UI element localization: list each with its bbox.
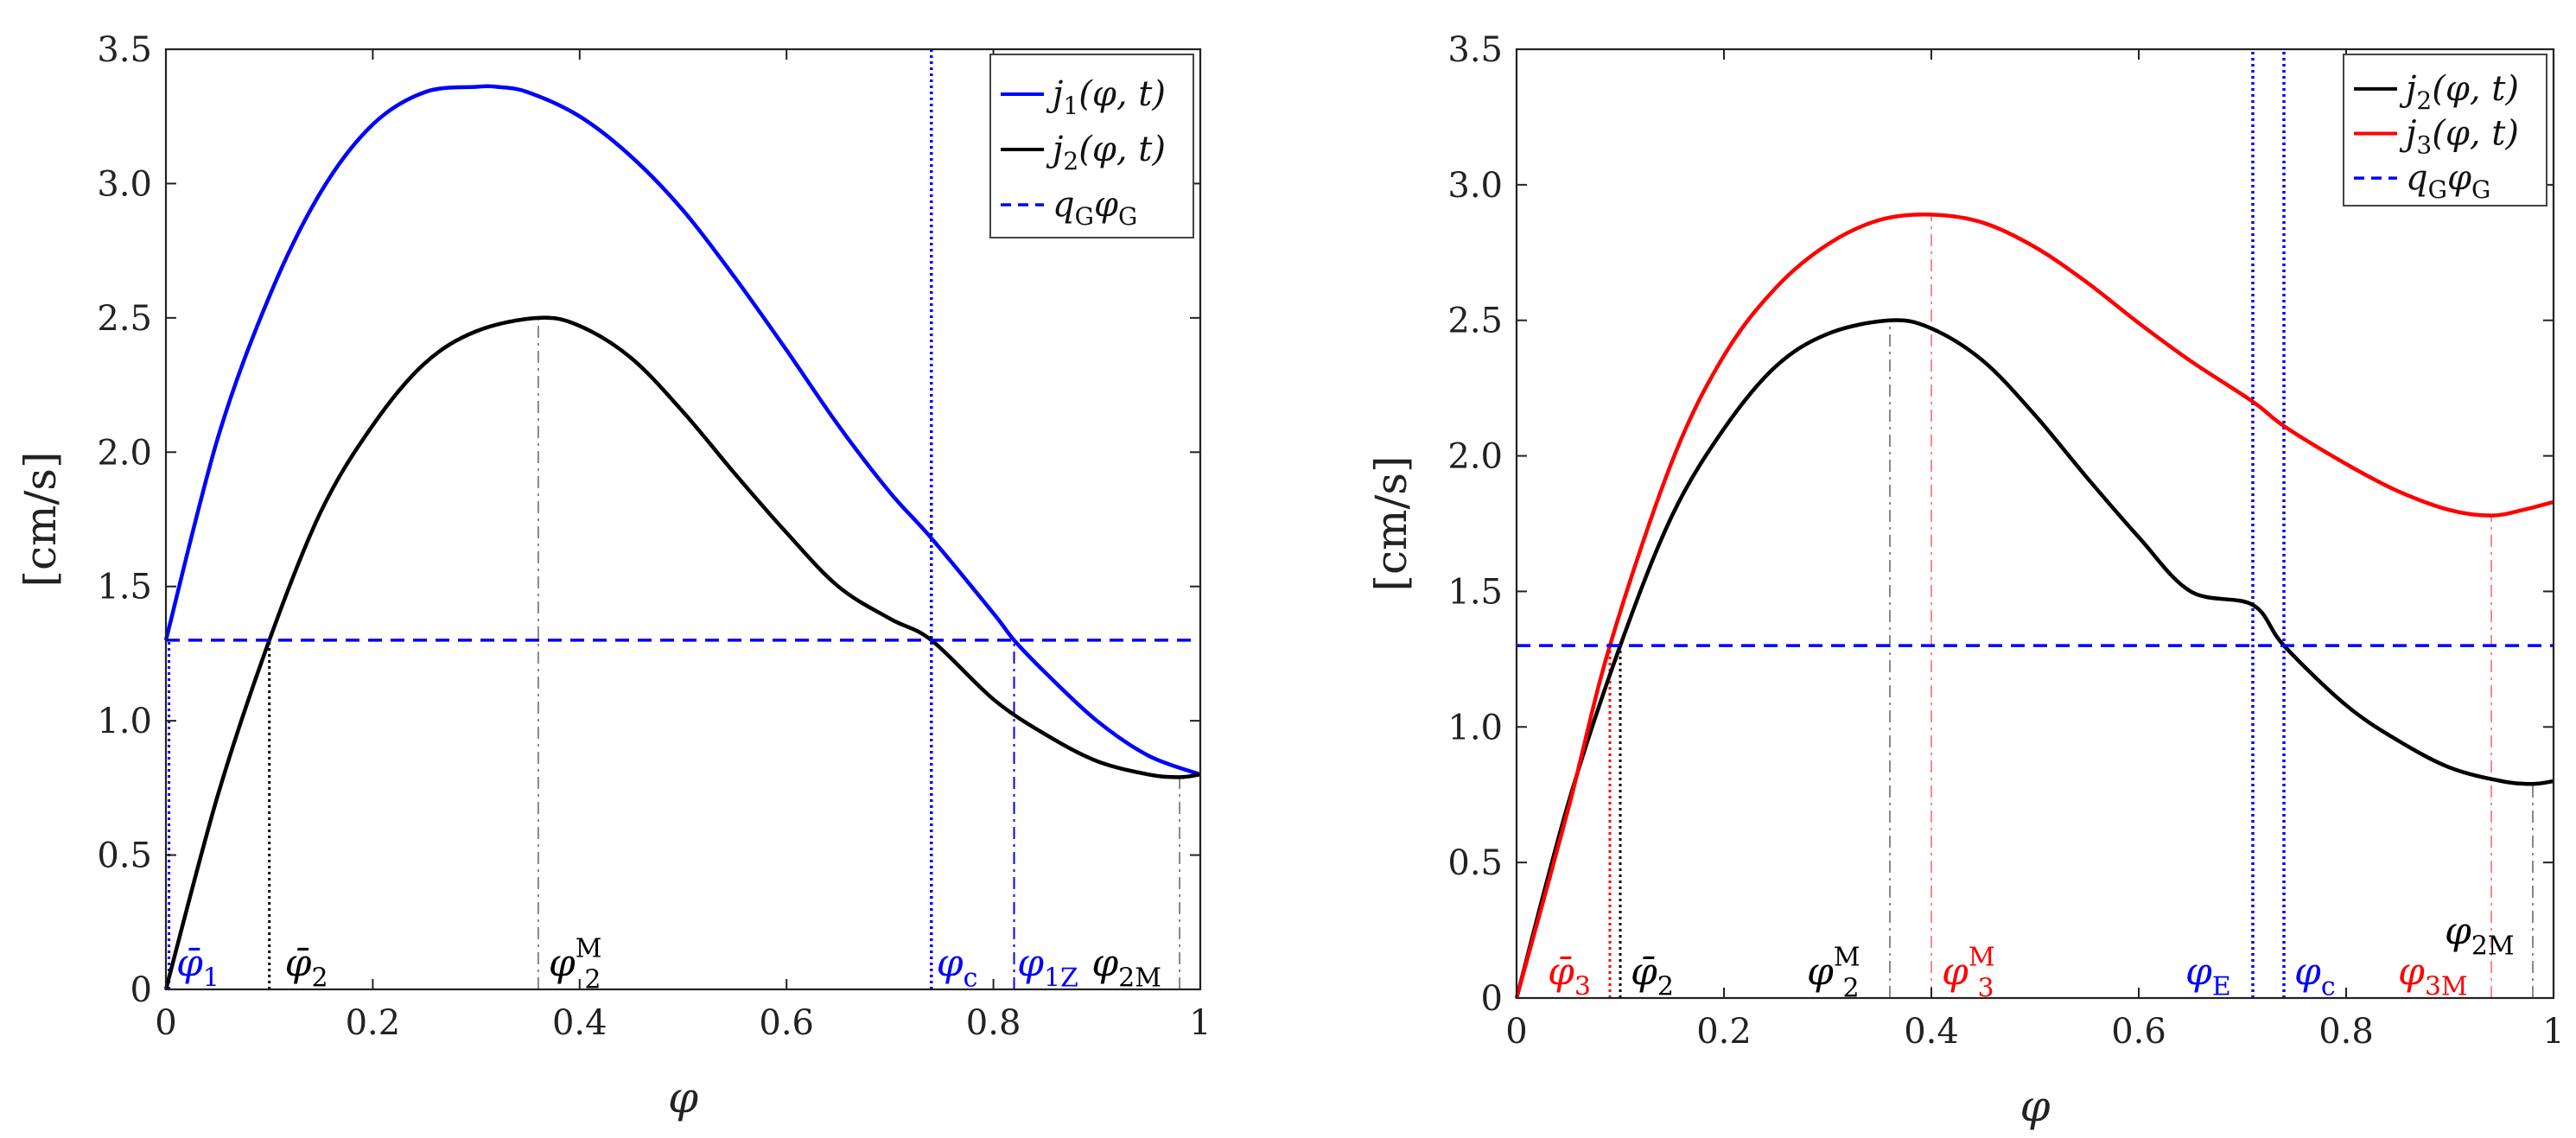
x-tick-label: 0.8 [2318, 1012, 2374, 1052]
series-line-j2 [1514, 318, 2554, 999]
phi-annotation: φ̄2 [285, 941, 328, 993]
series-line-j1 [163, 84, 1201, 777]
y-axis-label: [cm/s] [16, 452, 66, 588]
y-tick-label: 0 [1481, 979, 1503, 1019]
y-tick-label: 0.5 [97, 836, 152, 876]
phi-annotation: φM 3 [1942, 942, 1995, 1003]
legend: j1(φ, t) j2(φ, t) qGφG [989, 54, 1194, 238]
left-chart-panel: 0 0.2 0.4 0.6 0.8 1 0 0.5 1.0 1.5 2.0 2.5 3.0 3.5 φ [cm… [16, 30, 1212, 1122]
x-tick-label: 0 [155, 1003, 176, 1043]
y-tick-label: 2.0 [1447, 437, 1503, 477]
legend-entry-label: j2(φ, t) [1046, 130, 1166, 175]
y-tick-label: 0 [130, 970, 152, 1010]
legend-box [2343, 54, 2547, 207]
phi-annotation: φ̄3 [1548, 950, 1591, 1001]
x-tick-label: 0.4 [552, 1003, 607, 1043]
y-tick-label: 3.0 [1447, 166, 1503, 206]
y-tick-label: 2.5 [1447, 302, 1503, 341]
y-tick-label: 1.5 [97, 568, 152, 607]
phi-annotation: φc [937, 941, 978, 993]
x-tick-label: 0.2 [346, 1003, 401, 1043]
phi-annotation: φc [2294, 950, 2336, 1001]
x-tick-label: 0.6 [2111, 1012, 2166, 1052]
x-tick-label: 0.8 [966, 1003, 1021, 1043]
x-tick-label: 0 [1505, 1012, 1527, 1052]
phi-annotation: φ2M [2445, 909, 2515, 961]
x-tick-label: 0.2 [1696, 1012, 1752, 1052]
phi-annotation: φ̄1 [176, 941, 219, 993]
series-line-j3 [1514, 213, 2554, 999]
legend-entry-label: qGφG [1053, 185, 1137, 231]
x-tick-label: 1 [2542, 1012, 2564, 1052]
x-tick-label: 0.6 [759, 1003, 814, 1043]
phi-annotation: φM 2 [1807, 942, 1860, 1003]
series-line-j2 [163, 315, 1201, 990]
legend-entry-label: j1(φ, t) [1046, 74, 1166, 120]
x-tick-label: 0.4 [1904, 1012, 1959, 1052]
phi-annotation: φM 2 [549, 933, 602, 995]
y-tick-label: 2.0 [97, 433, 152, 473]
legend-entry-label: qGφG [2406, 158, 2490, 204]
phi-annotation: φ3M [2398, 950, 2468, 1001]
phi-annotation: φ1Z [1017, 941, 1078, 993]
legend: j2(φ, t)j3(φ, t)qGφG [2343, 54, 2547, 207]
y-tick-label: 3.5 [1447, 30, 1503, 70]
x-axis-label: φ [668, 1072, 698, 1122]
legend-box [989, 54, 1194, 238]
y-tick-label: 1.0 [97, 702, 152, 741]
y-tick-label: 0.5 [1447, 843, 1503, 883]
axes-frame [164, 48, 1202, 991]
right-chart-panel: 0 0.2 0.4 0.6 0.8 1 0 0.5 1.0 1.5 2.0 2.5 3.0 3.5 φ [cm… [1366, 30, 2565, 1131]
phi-annotation: φ̄2 [1631, 950, 1674, 1001]
x-tick-label: 1 [1189, 1003, 1211, 1043]
y-axis-label: [cm/s] [1366, 456, 1416, 592]
y-tick-label: 3.5 [97, 30, 152, 70]
y-tick-label: 1.5 [1447, 572, 1503, 612]
phi-annotation: φE [2185, 950, 2231, 1001]
phi-annotation: φ2M [1091, 941, 1161, 993]
x-axis-label: φ [2019, 1081, 2050, 1131]
y-tick-label: 2.5 [97, 299, 152, 339]
y-tick-label: 3.0 [97, 164, 152, 204]
axes-frame [1515, 48, 2555, 1000]
y-tick-label: 1.0 [1447, 708, 1503, 747]
